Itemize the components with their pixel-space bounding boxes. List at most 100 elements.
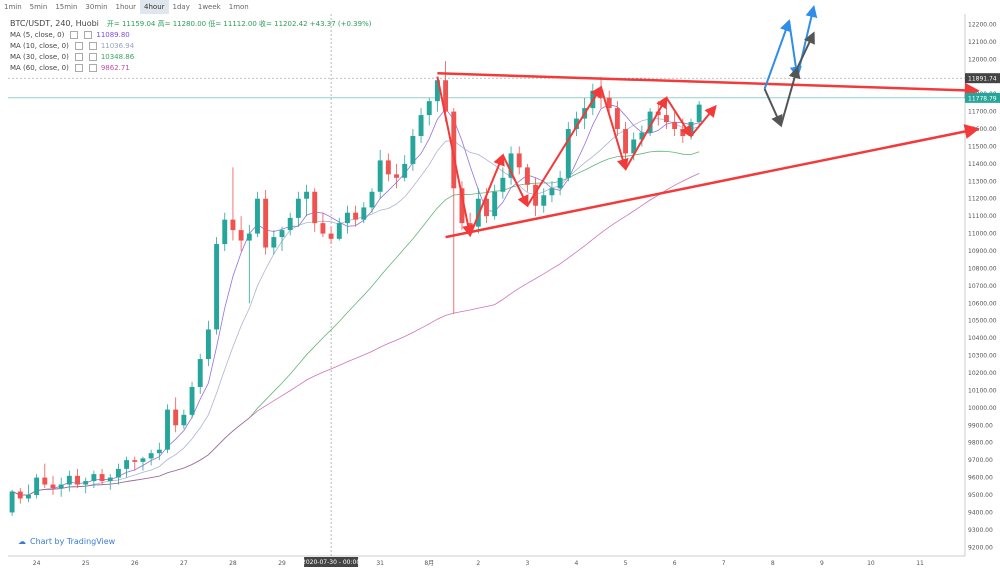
candle-body: [680, 129, 686, 136]
ma-value: 9862.71: [100, 63, 130, 72]
candle-body: [165, 409, 170, 450]
y-tick-label: 10000.00: [968, 405, 997, 412]
ma-label: MA (10, close, 0): [10, 41, 69, 50]
candle-body: [91, 474, 97, 482]
settings-icon[interactable]: [88, 63, 97, 72]
y-tick-label: 11500.00: [968, 143, 997, 150]
zigzag-arrow: [690, 104, 717, 137]
x-tick-label: 31: [376, 560, 384, 567]
eye-icon[interactable]: [74, 41, 83, 50]
y-tick-label: 10500.00: [968, 318, 997, 325]
candle-body: [394, 174, 399, 178]
x-tick-label: 29: [278, 560, 286, 567]
eye-icon[interactable]: [70, 30, 79, 39]
candle-body: [279, 230, 285, 238]
settings-icon[interactable]: [88, 41, 97, 50]
zigzag-arrow: [665, 97, 693, 138]
y-tick-label: 11200.00: [968, 196, 997, 203]
candle-body: [418, 115, 424, 136]
candle-body: [222, 219, 228, 245]
x-tick-label: 8月: [424, 560, 434, 567]
candle-body: [230, 219, 236, 231]
interval-1day[interactable]: 1day: [172, 3, 190, 11]
interval-30min[interactable]: 30min: [85, 3, 108, 11]
zigzag-arrow: [526, 85, 603, 207]
candle-body: [25, 495, 31, 499]
candle-body: [287, 217, 293, 231]
candle-body: [304, 191, 310, 199]
eye-icon[interactable]: [74, 52, 83, 61]
candle-body: [115, 468, 121, 478]
candle-body: [516, 153, 522, 168]
candle-body: [197, 359, 203, 387]
x-tick-label: 25: [82, 560, 90, 567]
candle-body: [385, 160, 391, 175]
y-tick-label: 10300.00: [968, 353, 997, 360]
zigzag-arrow: [502, 154, 529, 208]
x-tick-label: 9: [820, 560, 824, 567]
y-tick-label: 9800.00: [968, 440, 993, 447]
candle-body: [238, 230, 244, 241]
candle-body: [189, 386, 195, 415]
candle-body: [533, 184, 539, 206]
cloud-icon: ☁: [18, 537, 26, 546]
candle-body: [492, 191, 498, 217]
y-tick-label: 9400.00: [968, 509, 993, 516]
interval-1min[interactable]: 1min: [4, 3, 22, 11]
y-tick-label: 9700.00: [968, 457, 993, 464]
interval-1mon[interactable]: 1mon: [228, 3, 249, 11]
projection-dark-arrow: [763, 88, 783, 128]
y-tick-label: 10800.00: [968, 265, 997, 272]
candle-body: [66, 475, 72, 485]
eye-icon[interactable]: [74, 63, 83, 72]
settings-icon[interactable]: [84, 30, 93, 39]
ohlc-readout: 开= 11159.04 高= 11280.00 低= 11112.00 收= 1…: [106, 19, 372, 28]
ma-value: 11036.94: [100, 41, 135, 50]
candle-body: [9, 491, 15, 513]
candle-body: [663, 115, 669, 123]
y-tick-label: 9900.00: [968, 422, 993, 429]
y-tick-label: 11700.00: [968, 109, 997, 116]
projection-dark-arrow: [780, 66, 801, 126]
candle-body: [672, 122, 678, 130]
chart-legend: BTC/USDT, 240, Huobi 开= 11159.04 高= 1128…: [10, 18, 371, 73]
candle-body: [312, 191, 318, 224]
x-tick-label: 11: [916, 560, 924, 567]
ma-legend-row: MA (10, close, 0) 11036.94: [10, 40, 371, 51]
interval-4hour[interactable]: 4hour: [140, 0, 169, 14]
candle-body: [377, 160, 383, 192]
y-tick-label: 11000.00: [968, 231, 997, 238]
candle-body: [205, 329, 211, 360]
candle-body: [434, 80, 440, 102]
candle-body: [508, 153, 514, 178]
candle-body: [246, 233, 252, 241]
projection-dark-arrow: [796, 31, 815, 69]
candle-body: [623, 129, 629, 154]
candle-body: [181, 414, 187, 426]
crosshair-price-label: 11891.74: [968, 76, 997, 83]
y-tick-label: 10400.00: [968, 335, 997, 342]
candle-body: [353, 212, 359, 220]
y-tick-label: 11400.00: [968, 161, 997, 168]
interval-5min[interactable]: 5min: [29, 3, 48, 11]
interval-15min[interactable]: 15min: [55, 3, 78, 11]
crosshair-date-label: 2020-07-30 - 00:00: [302, 559, 360, 566]
interval-1hour[interactable]: 1hour: [115, 3, 137, 11]
candle-body: [255, 198, 260, 234]
candle-body: [524, 167, 530, 185]
interval-1week[interactable]: 1week: [197, 3, 221, 11]
candle-body: [500, 177, 506, 192]
candle-body: [443, 80, 449, 112]
candle-body: [58, 484, 64, 489]
ma-line: [11, 173, 700, 496]
y-tick-label: 10700.00: [968, 283, 997, 290]
x-tick-label: 5: [624, 560, 628, 567]
projection-up-arrow: [763, 19, 792, 90]
y-tick-label: 11100.00: [968, 213, 997, 220]
x-tick-label: 8: [771, 560, 775, 567]
settings-icon[interactable]: [88, 52, 97, 61]
crosshair-date-bg: [304, 557, 359, 567]
x-tick-label: 2: [476, 560, 480, 567]
candle-body: [328, 233, 334, 239]
